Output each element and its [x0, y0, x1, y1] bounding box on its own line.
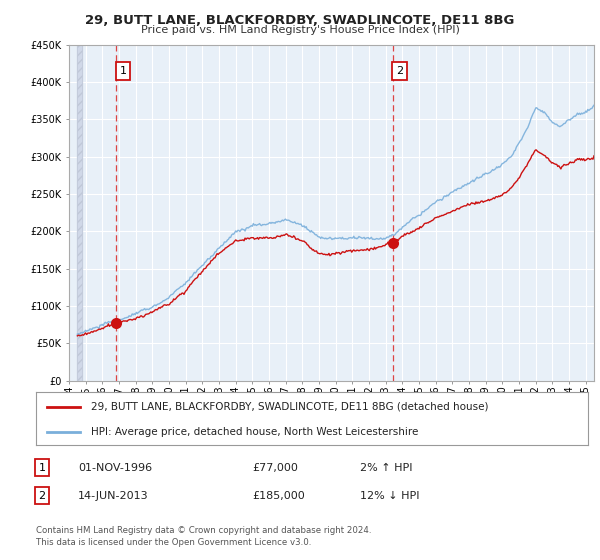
- Text: 14-JUN-2013: 14-JUN-2013: [78, 491, 149, 501]
- Text: HPI: Average price, detached house, North West Leicestershire: HPI: Average price, detached house, Nort…: [91, 427, 419, 437]
- Text: £77,000: £77,000: [252, 463, 298, 473]
- Text: £185,000: £185,000: [252, 491, 305, 501]
- Text: 29, BUTT LANE, BLACKFORDBY, SWADLINCOTE, DE11 8BG: 29, BUTT LANE, BLACKFORDBY, SWADLINCOTE,…: [85, 14, 515, 27]
- Text: 29, BUTT LANE, BLACKFORDBY, SWADLINCOTE, DE11 8BG (detached house): 29, BUTT LANE, BLACKFORDBY, SWADLINCOTE,…: [91, 402, 488, 412]
- Text: 1: 1: [38, 463, 46, 473]
- Bar: [77, 45, 82, 381]
- Text: 1: 1: [119, 66, 127, 76]
- Text: Price paid vs. HM Land Registry's House Price Index (HPI): Price paid vs. HM Land Registry's House …: [140, 25, 460, 35]
- Bar: [77, 45, 82, 381]
- Text: 2% ↑ HPI: 2% ↑ HPI: [360, 463, 413, 473]
- Text: Contains HM Land Registry data © Crown copyright and database right 2024.
This d: Contains HM Land Registry data © Crown c…: [36, 526, 371, 547]
- Text: 01-NOV-1996: 01-NOV-1996: [78, 463, 152, 473]
- Text: 2: 2: [396, 66, 403, 76]
- Text: 2: 2: [38, 491, 46, 501]
- Text: 12% ↓ HPI: 12% ↓ HPI: [360, 491, 419, 501]
